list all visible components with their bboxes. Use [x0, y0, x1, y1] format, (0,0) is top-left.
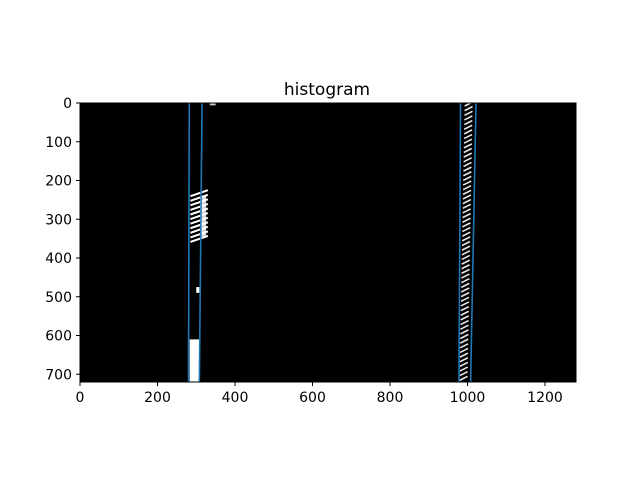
y-tick-label: 100 [45, 135, 72, 151]
lane-streak [460, 329, 469, 335]
plot-frame [79, 102, 577, 383]
lane-streak [462, 184, 472, 191]
lane-streak [463, 133, 473, 140]
lane-streak [464, 105, 473, 112]
fit-line-3 [458, 102, 462, 383]
lane-streak [460, 319, 469, 326]
lane-streak [459, 352, 469, 358]
lane-blob [209, 103, 216, 106]
lane-streak [461, 240, 471, 247]
lane-streak [460, 301, 470, 307]
lane-streak [459, 333, 469, 340]
lane-streak [459, 366, 469, 372]
lane-streak [463, 166, 472, 172]
y-tick-label: 300 [45, 212, 72, 228]
lane-streak [460, 287, 470, 293]
lane-streak [463, 152, 473, 158]
lane-streak [459, 361, 469, 368]
lane-streak [463, 161, 472, 168]
fit-line-4 [469, 102, 477, 383]
y-tick-label: 200 [45, 174, 72, 190]
chart-title: histogram [284, 80, 370, 100]
lane-streak [462, 180, 472, 186]
lane-solid-left [189, 339, 200, 382]
lane-dashes-left [190, 189, 209, 243]
lane-streak [460, 296, 470, 303]
lane-streak [462, 198, 472, 205]
lane-streak [463, 129, 473, 135]
lane-streak [463, 157, 472, 163]
lane-streak [463, 124, 473, 130]
x-axis: 0 200 400 600 800 1000 1200 [76, 382, 563, 406]
lane-streak [461, 236, 471, 242]
lane-streak [460, 291, 470, 298]
lane-streak [462, 203, 472, 210]
lane-dash [190, 235, 209, 243]
lane-streak [461, 245, 471, 251]
y-tick-label: 600 [45, 329, 72, 345]
y-tick-label: 500 [45, 290, 72, 306]
lane-streak [462, 212, 471, 219]
lane-streak [459, 347, 469, 354]
lane-streak [460, 310, 470, 316]
lane-streak [461, 226, 471, 233]
lane-streak [461, 273, 470, 279]
lane-streak [459, 375, 468, 382]
lane-streak [460, 305, 470, 312]
lane-streak [462, 217, 471, 223]
lane-streak [460, 315, 470, 321]
lane-streak [463, 138, 473, 144]
lane-streak [463, 147, 473, 154]
lane-streak [461, 268, 470, 275]
binary-image-background [80, 103, 576, 382]
x-tick-label: 400 [222, 390, 249, 406]
lane-dash-block [200, 196, 207, 237]
lane-streak [462, 194, 472, 200]
fit-line-1 [187, 102, 191, 383]
lane-streak [462, 175, 472, 182]
lane-streak [462, 222, 471, 228]
x-tick-label: 1000 [450, 390, 486, 406]
lane-streak [461, 231, 471, 237]
x-tick-label: 800 [377, 390, 404, 406]
x-tick-label: 0 [76, 390, 85, 406]
fit-line-2 [198, 102, 203, 383]
lane-streak [459, 343, 469, 349]
lane-streak [460, 282, 470, 289]
lane-streak [462, 208, 472, 214]
y-tick-label: 700 [45, 367, 72, 383]
lane-dash [190, 189, 209, 198]
lane-streak [459, 357, 469, 363]
lane-dash [190, 193, 209, 202]
lane-streak [462, 171, 472, 177]
lane-streak [461, 254, 471, 261]
y-tick-label: 400 [45, 251, 72, 267]
lane-streak [461, 259, 471, 265]
lane-streak [461, 277, 470, 284]
lane-streak [463, 143, 473, 149]
lane-streak [459, 338, 469, 344]
lane-streak [463, 119, 473, 126]
plot-area [79, 101, 577, 383]
x-tick-label: 600 [299, 390, 326, 406]
lane-streak [464, 115, 473, 121]
x-tick-label: 200 [144, 390, 171, 406]
y-axis: 0 100 200 300 400 500 600 700 [45, 96, 80, 383]
lane-dot [196, 287, 200, 293]
lane-streak [461, 264, 470, 270]
lane-streak [460, 324, 469, 330]
x-tick-label: 1200 [527, 390, 563, 406]
y-tick-label: 0 [63, 96, 72, 112]
lane-streak [462, 189, 472, 196]
lane-streak [459, 370, 468, 377]
lane-streak [464, 110, 473, 117]
lane-streak [461, 250, 471, 256]
